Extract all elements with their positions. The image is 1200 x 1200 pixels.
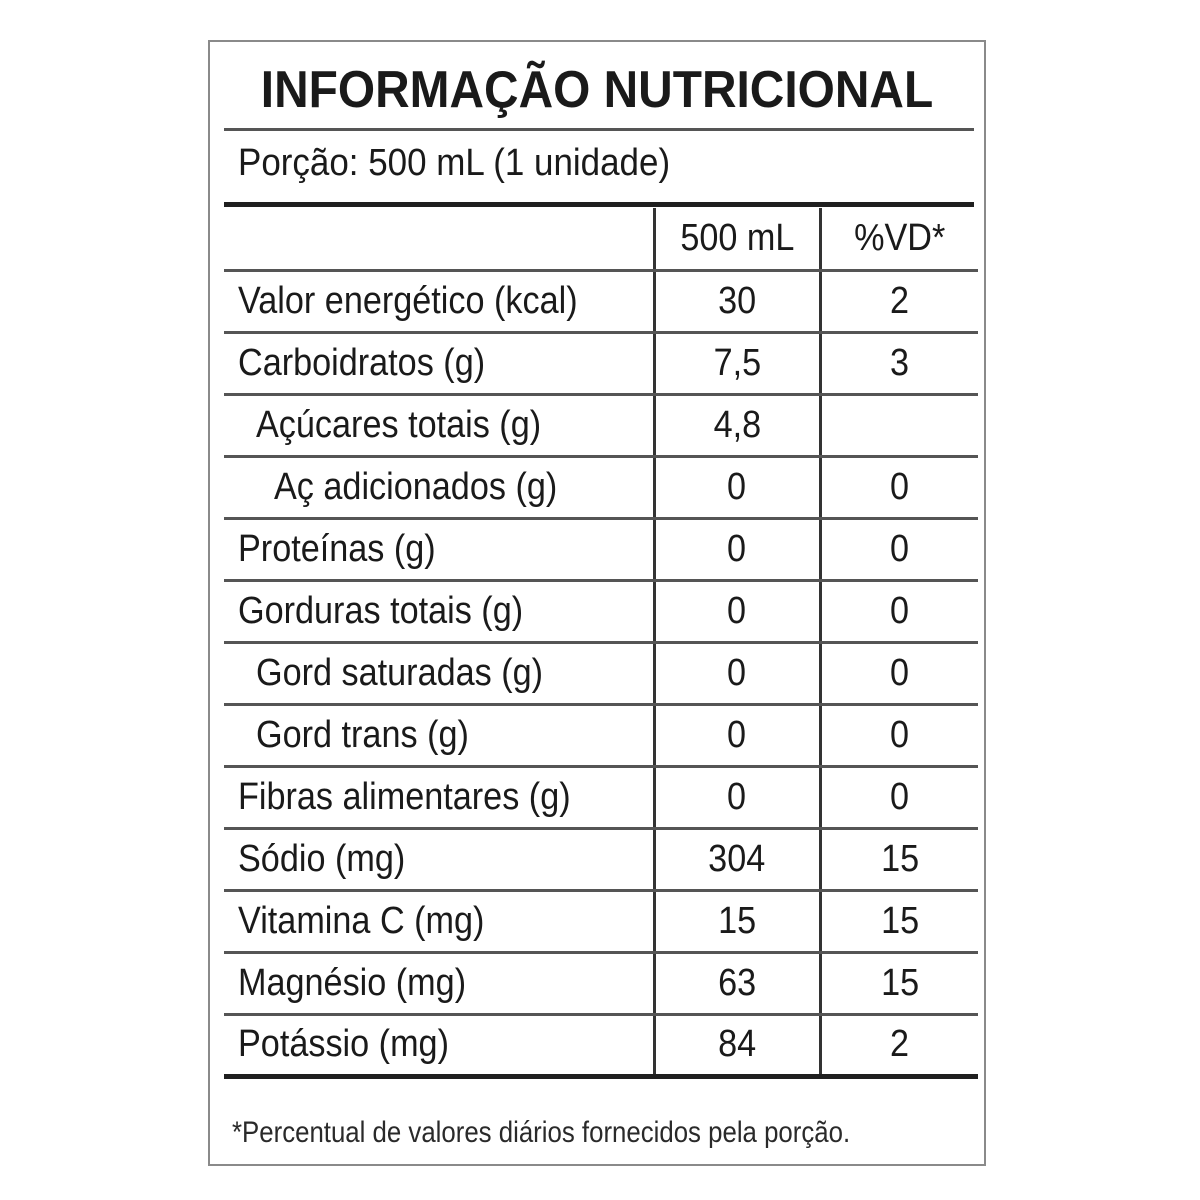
nutrient-quantity: 0 xyxy=(652,766,820,830)
nutrient-daily-value: 15 xyxy=(818,890,978,954)
nutrient-name: Aç adicionados (g) xyxy=(224,456,654,520)
table-row: Vitamina C (mg) 15 15 xyxy=(224,890,978,954)
table-row: Aç adicionados (g) 0 0 xyxy=(224,456,978,520)
nutrient-name: Sódio (mg) xyxy=(224,828,654,892)
nutrient-quantity: 84 xyxy=(652,1014,820,1079)
table-row: Gord trans (g) 0 0 xyxy=(224,704,978,768)
nutrient-quantity: 0 xyxy=(652,580,820,644)
nutrient-name: Vitamina C (mg) xyxy=(224,890,654,954)
nutrient-quantity: 30 xyxy=(652,270,820,334)
nutrient-name: Proteínas (g) xyxy=(224,518,654,582)
nutrient-daily-value: 0 xyxy=(818,456,978,520)
table-row: Proteínas (g) 0 0 xyxy=(224,518,978,582)
nutrient-daily-value: 0 xyxy=(818,766,978,830)
footnote: *Percentual de valores diários fornecido… xyxy=(232,1116,851,1149)
portion-size: Porção: 500 mL (1 unidade) xyxy=(238,142,671,184)
table-row: Sódio (mg) 304 15 xyxy=(224,828,978,892)
nutrient-quantity: 0 xyxy=(652,642,820,706)
nutrient-quantity: 0 xyxy=(652,518,820,582)
label-title: INFORMAÇÃO NUTRICIONAL xyxy=(260,61,934,119)
nutrient-daily-value: 0 xyxy=(818,642,978,706)
nutrient-name: Valor energético (kcal) xyxy=(224,270,654,334)
nutrient-daily-value: 3 xyxy=(818,332,978,396)
nutrition-table: 500 mL %VD* Valor energético (kcal) 30 2 Ca… xyxy=(224,208,978,1079)
nutrient-daily-value: 15 xyxy=(818,828,978,892)
table-row: Magnésio (mg) 63 15 xyxy=(224,952,978,1016)
header-blank xyxy=(224,208,654,272)
nutrient-daily-value: 0 xyxy=(818,580,978,644)
nutrient-name: Gord saturadas (g) xyxy=(224,642,654,706)
nutrient-name: Potássio (mg) xyxy=(224,1014,654,1079)
nutrient-name: Carboidratos (g) xyxy=(224,332,654,396)
header-daily-value: %VD* xyxy=(818,208,978,272)
nutrient-name: Magnésio (mg) xyxy=(224,952,654,1016)
table-row: Carboidratos (g) 7,5 3 xyxy=(224,332,978,396)
header-quantity: 500 mL xyxy=(652,208,820,272)
portion-divider xyxy=(224,202,974,207)
table-row: Fibras alimentares (g) 0 0 xyxy=(224,766,978,830)
title-divider xyxy=(224,128,974,131)
nutrient-quantity: 7,5 xyxy=(652,332,820,396)
nutrient-name: Fibras alimentares (g) xyxy=(224,766,654,830)
nutrient-quantity: 63 xyxy=(652,952,820,1016)
nutrient-daily-value: 2 xyxy=(818,270,978,334)
nutrient-daily-value: 0 xyxy=(818,518,978,582)
table-row: Açúcares totais (g) 4,8 xyxy=(224,394,978,458)
nutrient-quantity: 0 xyxy=(652,704,820,768)
nutrient-quantity: 304 xyxy=(652,828,820,892)
nutrient-name: Gord trans (g) xyxy=(224,704,654,768)
table-row: Gorduras totais (g) 0 0 xyxy=(224,580,978,644)
nutrient-daily-value xyxy=(818,394,978,458)
nutrient-quantity: 4,8 xyxy=(652,394,820,458)
nutrient-name: Açúcares totais (g) xyxy=(224,394,654,458)
nutrient-daily-value: 2 xyxy=(818,1014,978,1079)
table-header-row: 500 mL %VD* xyxy=(224,208,978,272)
nutrient-quantity: 0 xyxy=(652,456,820,520)
nutrient-daily-value: 0 xyxy=(818,704,978,768)
table-row: Potássio (mg) 84 2 xyxy=(224,1014,978,1079)
nutrient-quantity: 15 xyxy=(652,890,820,954)
nutrient-name: Gorduras totais (g) xyxy=(224,580,654,644)
nutrient-daily-value: 15 xyxy=(818,952,978,1016)
table-row: Valor energético (kcal) 30 2 xyxy=(224,270,978,334)
table-row: Gord saturadas (g) 0 0 xyxy=(224,642,978,706)
nutrition-label: INFORMAÇÃO NUTRICIONAL Porção: 500 mL (1… xyxy=(208,40,986,1166)
